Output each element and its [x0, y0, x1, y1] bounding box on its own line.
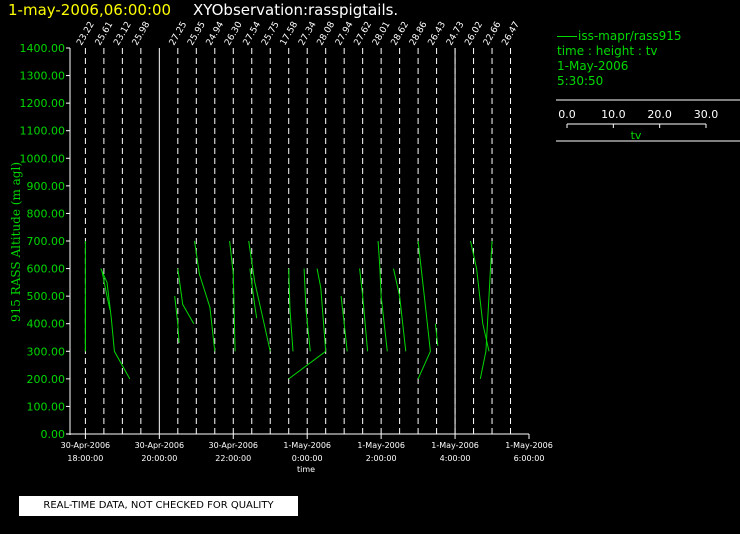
legend-scale-label: 10.0 [601, 108, 626, 121]
series-line [434, 323, 439, 346]
y-tick-label: 800.00 [27, 207, 66, 220]
x-tick-date: 1-May-2006 [431, 441, 479, 450]
series-line [100, 268, 131, 380]
series-line [288, 350, 326, 380]
x-tick-time: 18:00:00 [67, 454, 103, 463]
legend-series: iss-mapr/rass915 [557, 29, 682, 44]
legend-scale-label: 0.0 [558, 108, 576, 121]
series-line [470, 240, 490, 352]
observation-label: 25.98 [131, 20, 153, 48]
series-line [316, 268, 327, 352]
x-tick-time: 22:00:00 [215, 454, 251, 463]
legend-axes: time : height : tv [557, 44, 658, 58]
series-line [248, 240, 271, 352]
legend-scale-title: tv [631, 129, 642, 142]
x-tick-date: 1-May-2006 [505, 441, 553, 450]
series-line [377, 240, 388, 352]
chart-title: XYObservation:rasspigtails. [193, 1, 399, 19]
series-line [417, 240, 431, 352]
series-line [340, 296, 348, 352]
y-tick-label: 0.00 [41, 428, 66, 441]
y-tick-label: 400.00 [27, 318, 66, 331]
x-tick-time: 20:00:00 [141, 454, 177, 463]
legend: iss-mapr/rass915 time : height : tv 1-Ma… [557, 29, 682, 89]
y-tick-label: 300.00 [27, 345, 66, 358]
series-line [101, 271, 111, 311]
y-tick-label: 1400.00 [20, 42, 66, 55]
y-tick-label: 200.00 [27, 373, 66, 386]
series-line [479, 240, 493, 379]
x-axis-title: time [297, 465, 315, 474]
x-tick-date: 30-Apr-2006 [61, 441, 110, 450]
series-line [417, 351, 431, 380]
series-line [177, 268, 195, 324]
y-axis-title: 915 RASS Altitude (m agl) [9, 162, 23, 322]
x-tick-date: 1-May-2006 [357, 441, 405, 450]
series-line [303, 268, 311, 352]
observation-label: 26.47 [500, 20, 522, 47]
y-tick-label: 1200.00 [20, 97, 66, 110]
y-tick-label: 100.00 [27, 400, 66, 413]
y-tick-label: 600.00 [27, 263, 66, 276]
legend-scale-label: 30.0 [694, 108, 719, 121]
legend-scale-label: 20.0 [647, 108, 672, 121]
x-tick-date: 1-May-2006 [283, 441, 331, 450]
x-tick-date: 30-Apr-2006 [135, 441, 184, 450]
series-line [359, 268, 369, 352]
x-tick-time: 0:00:00 [292, 454, 323, 463]
x-tick-date: 30-Apr-2006 [209, 441, 258, 450]
x-tick-time: 4:00:00 [440, 454, 471, 463]
series-line [288, 268, 294, 352]
legend-swatch [557, 36, 577, 37]
legend-series-label: iss-mapr/rass915 [578, 29, 682, 43]
y-tick-label: 1300.00 [20, 70, 66, 83]
series-line [174, 296, 180, 344]
x-tick-time: 2:00:00 [366, 454, 397, 463]
y-tick-label: 900.00 [27, 180, 66, 193]
series-line [393, 268, 407, 352]
quality-warning: REAL-TIME DATA, NOT CHECKED FOR QUALITY [19, 496, 298, 516]
series-line [249, 268, 258, 319]
legend-time: 5:30:50 [557, 74, 604, 88]
legend-date: 1-May-2006 [557, 59, 629, 73]
series-line [229, 240, 236, 352]
x-tick-time: 6:00:00 [514, 454, 545, 463]
y-tick-label: 1000.00 [20, 152, 66, 165]
y-tick-label: 700.00 [27, 235, 66, 248]
observation-datetime: 1-may-2006,06:00:00 [8, 1, 172, 19]
y-tick-label: 500.00 [27, 290, 66, 303]
series-line [194, 240, 216, 352]
y-tick-label: 1100.00 [20, 125, 66, 138]
